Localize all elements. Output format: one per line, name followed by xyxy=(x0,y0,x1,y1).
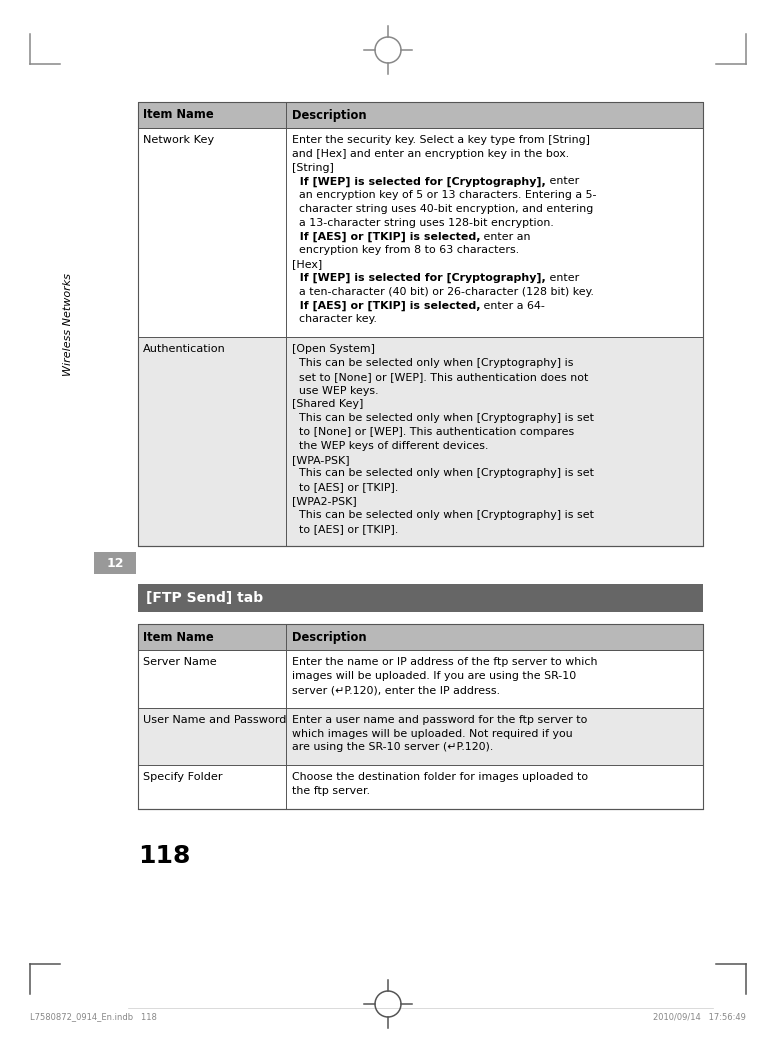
Text: Enter the security key. Select a key type from [String]: Enter the security key. Select a key typ… xyxy=(292,135,590,145)
Text: If [AES] or [TKIP] is selected,: If [AES] or [TKIP] is selected, xyxy=(292,231,480,242)
Bar xyxy=(138,338,703,546)
Text: character key.: character key. xyxy=(292,315,377,324)
Text: a 13-character string uses 128-bit encryption.: a 13-character string uses 128-bit encry… xyxy=(292,218,554,228)
Text: Network Key: Network Key xyxy=(143,135,214,145)
Text: 12: 12 xyxy=(106,556,123,570)
Text: 118: 118 xyxy=(138,844,190,868)
Text: to [AES] or [TKIP].: to [AES] or [TKIP]. xyxy=(292,482,398,492)
Bar xyxy=(138,708,703,765)
Bar xyxy=(138,624,703,650)
Text: If [WEP] is selected for [Cryptography],: If [WEP] is selected for [Cryptography], xyxy=(292,273,546,283)
Text: and [Hex] and enter an encryption key in the box.: and [Hex] and enter an encryption key in… xyxy=(292,149,569,158)
Text: server (↵P.120), enter the IP address.: server (↵P.120), enter the IP address. xyxy=(292,685,500,695)
Bar xyxy=(94,552,136,574)
Text: Choose the destination folder for images uploaded to: Choose the destination folder for images… xyxy=(292,772,588,783)
Text: Specify Folder: Specify Folder xyxy=(143,772,223,783)
Text: enter an: enter an xyxy=(480,231,531,242)
Text: Authentication: Authentication xyxy=(143,344,226,354)
Text: This can be selected only when [Cryptography] is set: This can be selected only when [Cryptogr… xyxy=(292,510,594,520)
Text: the ftp server.: the ftp server. xyxy=(292,786,370,796)
Text: images will be uploaded. If you are using the SR-10: images will be uploaded. If you are usin… xyxy=(292,671,577,681)
Bar xyxy=(138,650,703,708)
Text: Enter the name or IP address of the ftp server to which: Enter the name or IP address of the ftp … xyxy=(292,658,598,667)
Text: which images will be uploaded. Not required if you: which images will be uploaded. Not requi… xyxy=(292,728,573,739)
Text: [Open System]: [Open System] xyxy=(292,344,375,354)
Bar xyxy=(138,624,703,809)
Text: This can be selected only when [Cryptography] is set: This can be selected only when [Cryptogr… xyxy=(292,414,594,423)
Text: Description: Description xyxy=(292,108,366,122)
Text: to [None] or [WEP]. This authentication compares: to [None] or [WEP]. This authentication … xyxy=(292,427,574,437)
Text: [WPA-PSK]: [WPA-PSK] xyxy=(292,454,350,465)
Text: set to [None] or [WEP]. This authentication does not: set to [None] or [WEP]. This authenticat… xyxy=(292,372,588,381)
Text: If [AES] or [TKIP] is selected,: If [AES] or [TKIP] is selected, xyxy=(292,300,480,311)
Text: enter: enter xyxy=(546,176,579,187)
Text: 2010/09/14   17:56:49: 2010/09/14 17:56:49 xyxy=(653,1012,746,1021)
Text: User Name and Password: User Name and Password xyxy=(143,715,286,725)
Bar xyxy=(138,102,703,546)
Text: Item Name: Item Name xyxy=(143,630,213,644)
Text: use WEP keys.: use WEP keys. xyxy=(292,386,379,396)
Text: enter: enter xyxy=(546,273,579,283)
Bar xyxy=(138,765,703,809)
Text: [Shared Key]: [Shared Key] xyxy=(292,399,363,410)
Text: an encryption key of 5 or 13 characters. Entering a 5-: an encryption key of 5 or 13 characters.… xyxy=(292,191,597,200)
Text: to [AES] or [TKIP].: to [AES] or [TKIP]. xyxy=(292,523,398,534)
Bar xyxy=(138,585,703,613)
Text: Description: Description xyxy=(292,630,366,644)
Text: Wireless Networks: Wireless Networks xyxy=(63,273,73,376)
Text: This can be selected only when [Cryptography] is set: This can be selected only when [Cryptogr… xyxy=(292,469,594,478)
Bar xyxy=(138,128,703,338)
Text: This can be selected only when [Cryptography] is: This can be selected only when [Cryptogr… xyxy=(292,358,573,368)
Bar xyxy=(138,102,703,128)
Text: [WPA2-PSK]: [WPA2-PSK] xyxy=(292,496,357,506)
Text: [String]: [String] xyxy=(292,163,334,173)
Text: [FTP Send] tab: [FTP Send] tab xyxy=(146,592,263,605)
Text: encryption key from 8 to 63 characters.: encryption key from 8 to 63 characters. xyxy=(292,246,519,255)
Text: Server Name: Server Name xyxy=(143,658,217,667)
Text: If [WEP] is selected for [Cryptography],: If [WEP] is selected for [Cryptography], xyxy=(292,176,546,187)
Text: L7580872_0914_En.indb   118: L7580872_0914_En.indb 118 xyxy=(30,1012,157,1021)
Text: the WEP keys of different devices.: the WEP keys of different devices. xyxy=(292,441,488,451)
Text: a ten-character (40 bit) or 26-character (128 bit) key.: a ten-character (40 bit) or 26-character… xyxy=(292,287,594,297)
Text: Enter a user name and password for the ftp server to: Enter a user name and password for the f… xyxy=(292,715,587,725)
Text: are using the SR-10 server (↵P.120).: are using the SR-10 server (↵P.120). xyxy=(292,742,494,752)
Text: [Hex]: [Hex] xyxy=(292,259,322,269)
Text: character string uses 40-bit encryption, and entering: character string uses 40-bit encryption,… xyxy=(292,204,593,214)
Text: enter a 64-: enter a 64- xyxy=(480,300,546,311)
Text: Item Name: Item Name xyxy=(143,108,213,122)
